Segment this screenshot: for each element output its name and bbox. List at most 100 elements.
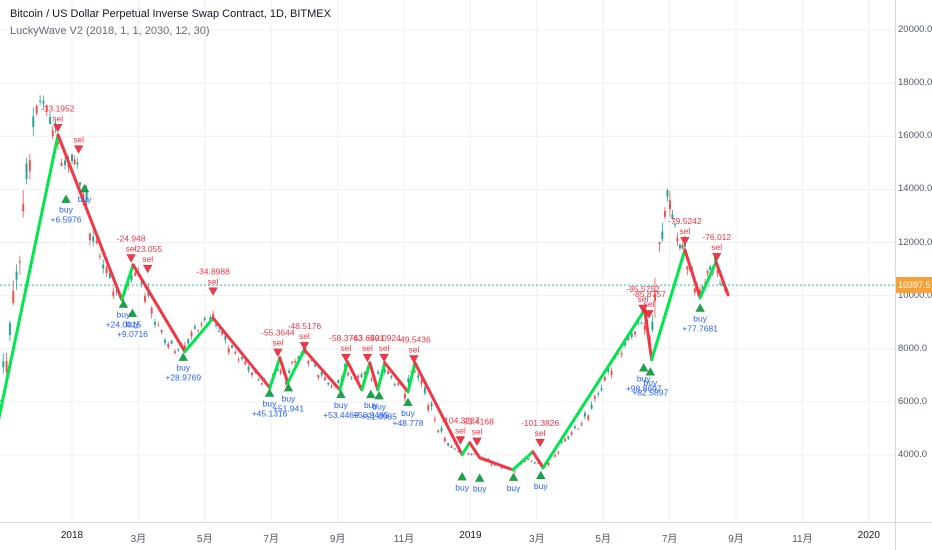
candle-body xyxy=(288,370,291,374)
candle-body xyxy=(310,359,313,361)
candle-body xyxy=(105,267,108,274)
candle-body xyxy=(413,371,416,373)
candle-body xyxy=(317,374,320,378)
buy-triangle-icon xyxy=(374,390,385,400)
trend-segment xyxy=(714,260,730,297)
sell-triangle-icon xyxy=(455,436,466,445)
candle-body xyxy=(60,162,63,166)
sell-signal-value: -73.4168 xyxy=(460,417,494,427)
time-tick-month: 3月 xyxy=(130,534,147,545)
candle-body xyxy=(291,361,294,363)
candle-body xyxy=(330,385,333,387)
sell-signal-value: -101.3826 xyxy=(521,418,560,428)
buy-signal-value: +51.0985 xyxy=(361,411,397,421)
trend-segment xyxy=(468,441,482,460)
trend-segment xyxy=(268,356,282,390)
trend-segment xyxy=(698,260,718,300)
buy-signal-word: buy xyxy=(263,399,277,409)
sell-signal-word: sel xyxy=(142,254,153,264)
candle-body xyxy=(643,325,646,331)
sell-signal-word: sel xyxy=(52,113,63,123)
candle-body xyxy=(580,423,583,425)
candle-body xyxy=(212,313,215,318)
candle-body xyxy=(237,359,240,361)
candle-body xyxy=(18,261,21,263)
candle-body xyxy=(294,360,297,363)
sell-triangle-icon xyxy=(208,287,219,297)
candle-body xyxy=(314,364,317,367)
candle-body xyxy=(447,443,450,446)
candle-body xyxy=(297,356,300,360)
buy-signal-word: buy xyxy=(176,363,190,373)
symbol-title[interactable]: Bitcoin / US Dollar Perpetual Inverse Sw… xyxy=(10,8,331,20)
buy-signal-word: buy xyxy=(637,373,651,383)
time-tick-month: 5月 xyxy=(595,534,611,545)
buy-signal-word: buy xyxy=(334,400,348,410)
chart-legend: Bitcoin / US Dollar Perpetual Inverse Sw… xyxy=(10,8,331,37)
candle-body xyxy=(15,271,18,280)
candle-body xyxy=(64,160,67,166)
candle-body xyxy=(658,242,661,245)
candle-body xyxy=(500,467,503,469)
time-tick-year: 2018 xyxy=(60,530,84,541)
buy-signal-word: buy xyxy=(117,310,131,320)
candle-body xyxy=(661,231,664,239)
axis-corner xyxy=(895,522,932,550)
buy-signal-word: buy xyxy=(282,393,296,403)
candle-body xyxy=(39,100,42,102)
sell-triangle-icon xyxy=(379,353,390,363)
candle-body xyxy=(112,291,115,296)
trend-segment xyxy=(478,456,515,472)
time-tick-year: 2020 xyxy=(857,530,880,541)
candle-body xyxy=(190,332,193,337)
buy-signal-word: buy xyxy=(126,319,140,329)
trend-segment xyxy=(183,316,215,354)
candle-body xyxy=(250,372,253,376)
sell-triangle-icon xyxy=(644,309,654,319)
candle-body xyxy=(433,419,436,421)
sell-signal-value: -58.3763 xyxy=(329,333,363,343)
candle-body xyxy=(350,378,353,380)
candle-body xyxy=(307,360,310,364)
candle-body xyxy=(693,288,696,293)
trend-segment xyxy=(346,360,364,392)
buy-signal-value: +56.9485 xyxy=(353,410,389,420)
buy-triangle-icon xyxy=(645,366,656,376)
candle-body xyxy=(218,330,221,332)
indicator-title[interactable]: LuckyWave V2 (2018, 1, 1, 2030, 12, 30) xyxy=(10,25,210,37)
buy-signal-value: +53.4469 xyxy=(323,410,359,420)
candle-body xyxy=(240,356,243,360)
time-axis[interactable]: 2018 3月 5月 7月 9月 11月 2019 3月 5月 7月 9月 11月 2020 xyxy=(0,522,895,550)
candle-body xyxy=(279,370,282,374)
candle-body xyxy=(709,266,712,270)
candle-body xyxy=(600,388,603,391)
price-tick-label: 14000.0 xyxy=(898,183,932,195)
candle-body xyxy=(637,322,640,324)
time-tick-month: 9月 xyxy=(329,534,346,545)
candle-body xyxy=(624,342,627,346)
time-tick-month: 5月 xyxy=(197,534,213,545)
candle-body xyxy=(76,162,79,165)
candle-body xyxy=(92,236,95,242)
candle-body xyxy=(470,453,473,455)
candle-body xyxy=(587,415,590,420)
buy-signal-word: buy xyxy=(693,314,707,324)
candle-body xyxy=(71,154,73,162)
sell-signal-word: sel xyxy=(455,425,466,435)
chart-canvas[interactable]: -13.1952selselbuy+6.5976buy-24.948sel-23… xyxy=(0,0,895,522)
candle-body xyxy=(583,413,586,417)
trend-segment xyxy=(278,356,290,385)
candle-body xyxy=(627,336,630,341)
buy-signal-word: buy xyxy=(507,483,521,493)
buy-triangle-icon xyxy=(335,389,346,399)
candle-body xyxy=(276,369,279,371)
candle-body xyxy=(393,384,396,386)
candle-body xyxy=(573,426,576,429)
candle-body xyxy=(671,214,674,219)
candle-body xyxy=(78,182,81,185)
candle-body xyxy=(227,348,230,353)
price-axis[interactable]: 20000.0 18000.0 16000.0 14000.0 12000.0 10000… xyxy=(895,0,932,522)
trend-segment xyxy=(211,316,272,390)
candle-body xyxy=(183,345,186,349)
candle-body xyxy=(676,237,679,242)
